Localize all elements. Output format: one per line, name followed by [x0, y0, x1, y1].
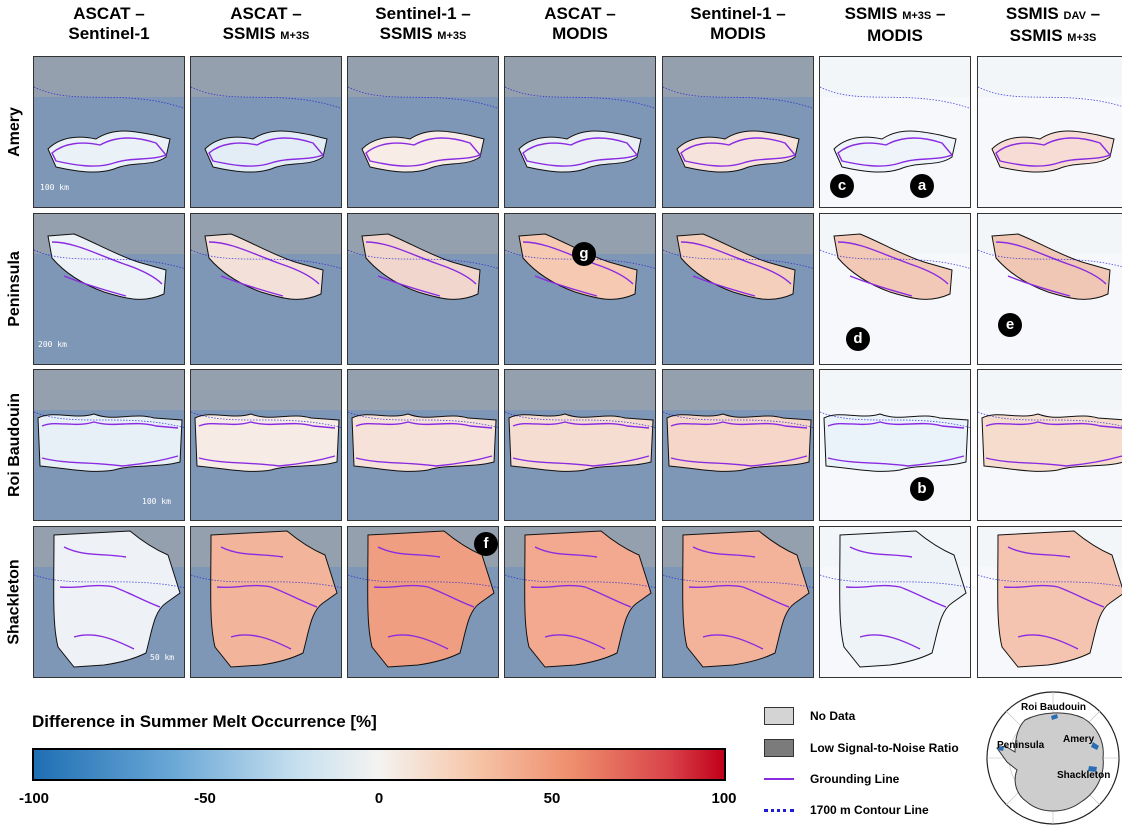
inset-label-amery: Amery	[1063, 734, 1095, 745]
colorbar-tick: -50	[194, 790, 216, 807]
marker-b: b	[910, 477, 934, 501]
map-panel-roi-baudouin-col1	[33, 369, 185, 521]
legend-contour: 1700 m Contour Line	[764, 800, 929, 820]
map-panel-amery-col5	[662, 56, 814, 208]
column-header-1: ASCAT – Sentinel-1	[68, 4, 150, 43]
map-panel-shackleton-col6	[819, 526, 971, 678]
row-header-peninsula: Peninsula	[6, 251, 24, 327]
map-panel-shackleton-col3	[347, 526, 499, 678]
inset-label-shackleton: Shackleton	[1057, 770, 1111, 781]
map-panel-shackleton-col1	[33, 526, 185, 678]
map-panel-roi-baudouin-col3	[347, 369, 499, 521]
column-header-5: Sentinel-1 – MODIS	[690, 4, 786, 43]
scale-bar-label: 50 km	[150, 653, 175, 662]
colorbar-title: Difference in Summer Melt Occurrence [%]	[32, 712, 377, 731]
map-panel-roi-baudouin-col5	[662, 369, 814, 521]
map-panel-amery-col2	[190, 56, 342, 208]
legend-grounding: Grounding Line	[764, 769, 899, 789]
column-header-6: SSMIS M+3S – MODIS	[844, 4, 946, 45]
colorbar-tick: -100	[18, 790, 50, 807]
row-header-amery: Amery	[6, 107, 23, 157]
column-header-3: Sentinel-1 – SSMIS M+3S	[375, 4, 471, 43]
no-data-swatch	[764, 707, 794, 725]
marker-e: e	[998, 313, 1022, 337]
legend-grounding-label: Grounding Line	[810, 772, 900, 786]
marker-f: f	[474, 532, 498, 556]
marker-g: g	[572, 242, 596, 266]
column-header-7: SSMIS DAV – SSMIS M+3S	[1005, 4, 1101, 45]
colorbar-tick: 0	[374, 790, 384, 807]
scale-bar-label: 100 km	[142, 497, 171, 506]
map-panel-shackleton-col5	[662, 526, 814, 678]
map-panel-roi-baudouin-col2	[190, 369, 342, 521]
map-panel-peninsula-col2	[190, 213, 342, 365]
map-panel-roi-baudouin-col4	[504, 369, 656, 521]
map-panel-shackleton-col2	[190, 526, 342, 678]
scale-bar-label: 100 km	[40, 183, 69, 192]
map-panel-roi-baudouin-col7	[977, 369, 1122, 521]
map-panel-peninsula-col4	[504, 213, 656, 365]
row-header-shackleton: Shackleton	[6, 559, 24, 645]
grounding-line-symbol	[764, 778, 794, 780]
colorbar-tick: 100	[711, 790, 737, 807]
map-panel-peninsula-col7	[977, 213, 1122, 365]
legend-low-snr-label: Low Signal-to-Noise Ratio	[810, 741, 959, 755]
map-panel-roi-baudouin-col6	[819, 369, 971, 521]
map-panel-peninsula-col3	[347, 213, 499, 365]
row-header-roi-baudouin: Roi Baudouin	[6, 393, 24, 497]
legend-low-snr: Low Signal-to-Noise Ratio	[764, 738, 959, 758]
low-snr-swatch	[764, 739, 794, 757]
legend-no-data-label: No Data	[810, 709, 856, 723]
map-panel-shackleton-col7	[977, 526, 1122, 678]
map-panel-shackleton-col4	[504, 526, 656, 678]
map-panel-amery-col4	[504, 56, 656, 208]
marker-c: c	[830, 174, 854, 198]
map-panel-amery-col1	[33, 56, 185, 208]
map-panel-amery-col7	[977, 56, 1122, 208]
column-header-2: ASCAT – SSMIS M+3S	[222, 4, 310, 43]
inset-svg	[986, 691, 1120, 825]
marker-a: a	[910, 174, 934, 198]
inset-label-roi-baudouin: Roi Baudouin	[1021, 702, 1086, 713]
legend-contour-label: 1700 m Contour Line	[810, 803, 929, 817]
inset-label-peninsula: Peninsula	[997, 740, 1045, 751]
legend-no-data: No Data	[764, 706, 855, 726]
colorbar-tick: 50	[543, 790, 561, 807]
scale-bar-label: 200 km	[38, 340, 67, 349]
map-panel-amery-col3	[347, 56, 499, 208]
marker-d: d	[846, 327, 870, 351]
antarctica-inset-map: Roi Baudouin Peninsula Amery Shackleton	[985, 690, 1121, 826]
map-panel-peninsula-col5	[662, 213, 814, 365]
contour-line-symbol	[764, 808, 794, 812]
colorbar	[32, 748, 726, 781]
map-panel-peninsula-col6	[819, 213, 971, 365]
column-header-4: ASCAT – MODIS	[544, 4, 616, 43]
map-panel-peninsula-col1	[33, 213, 185, 365]
